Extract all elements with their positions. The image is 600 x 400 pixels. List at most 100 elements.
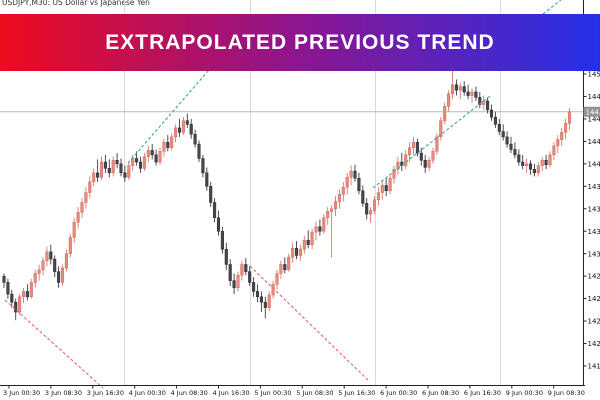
candle-bearish	[528, 163, 533, 170]
candle-bullish	[72, 221, 76, 238]
candle-bullish	[443, 106, 447, 121]
candle-bearish	[209, 186, 213, 203]
price-tick-label: 145.00	[588, 71, 600, 79]
time-tick-label: 4 Jun 16:30	[213, 389, 250, 397]
candle-bullish	[326, 211, 330, 218]
price-tick-label: 143.25	[588, 228, 600, 236]
candle-bullish	[240, 264, 244, 276]
candle-bearish	[53, 258, 57, 272]
candle-bearish	[509, 143, 513, 150]
candle-bullish	[162, 142, 166, 152]
candle-bearish	[532, 168, 536, 174]
candle-bearish	[232, 280, 236, 289]
candle-bearish	[138, 161, 143, 169]
price-tick-label: 142.75	[588, 273, 600, 281]
candle-bullish	[45, 251, 49, 262]
candle-bearish	[6, 282, 10, 295]
candle-bearish	[220, 230, 224, 250]
uptrend-line-right-extension[interactable]	[542, 0, 562, 15]
candle-bearish	[185, 120, 189, 125]
candle-bullish	[142, 156, 146, 169]
candle-bullish	[291, 248, 295, 258]
candle-bullish	[37, 269, 41, 274]
time-tick-label: 4 Jun 00:30	[129, 389, 166, 397]
candle-bullish	[267, 294, 271, 308]
time-axis-labels: 3 Jun 00:30 3 Jun 08:30 3 Jun 16:30 4 Jun 0…	[3, 385, 585, 397]
candle-bearish	[25, 291, 29, 298]
candle-bullish	[21, 291, 26, 298]
candle-bullish	[84, 192, 88, 203]
candle-bearish	[216, 217, 221, 232]
candle-bullish	[447, 93, 451, 107]
candle-bullish	[18, 296, 22, 313]
uptrend-line-left[interactable]	[127, 69, 210, 164]
candle-bearish	[119, 163, 123, 174]
candle-bullish	[158, 151, 162, 163]
time-tick-label: 4 Jun 08:30	[171, 389, 208, 397]
candle-bullish	[439, 120, 443, 138]
price-tick-label: 144.50	[588, 116, 600, 124]
candle-bullish	[68, 237, 72, 254]
candle-bullish	[236, 274, 240, 289]
candle-bullish	[388, 177, 392, 192]
candle-bearish	[228, 264, 232, 281]
candle-bullish	[345, 177, 349, 188]
candle-bullish	[330, 208, 334, 212]
uptrend-line-right[interactable]	[372, 95, 491, 189]
candle-bullish	[556, 139, 560, 147]
downtrend-line-left[interactable]	[4, 299, 104, 389]
candle-bullish	[404, 154, 408, 166]
candle-bullish	[396, 161, 400, 170]
candle-bullish	[279, 264, 283, 274]
price-tick-label: 142.50	[588, 295, 600, 303]
time-tick-label: 6 Jun 08:30	[422, 389, 459, 397]
candle-bearish	[474, 91, 478, 98]
banner-label: EXTRAPOLATED PREVIOUS TREND	[105, 30, 495, 54]
candle-bullish	[408, 147, 412, 156]
time-tick-label: 3 Jun 16:30	[87, 389, 124, 397]
price-tick-label: 143.00	[588, 250, 600, 258]
candle-bearish	[10, 293, 14, 303]
candle-bearish	[361, 190, 365, 204]
downtrend-line-mid[interactable]	[249, 265, 369, 381]
candle-bullish	[88, 181, 92, 193]
candle-bullish	[431, 151, 435, 161]
candle-bullish	[287, 257, 291, 271]
candle-bearish	[2, 275, 6, 283]
price-tick-label: 142.00	[588, 340, 600, 348]
candle-bearish	[384, 185, 388, 192]
candle-bullish	[127, 165, 131, 178]
time-tick-label: 6 Jun 00:30	[380, 389, 417, 397]
time-tick-label: 3 Jun 08:30	[45, 389, 82, 397]
time-tick-label: 9 Jun 08:30	[548, 389, 585, 397]
candle-bearish	[103, 161, 107, 169]
candle-bullish	[458, 86, 462, 91]
candle-bullish	[540, 159, 544, 166]
candle-bullish	[560, 132, 564, 140]
candle-bearish	[154, 154, 158, 163]
candle-bearish	[419, 152, 423, 161]
candle-bullish	[369, 210, 373, 215]
candle-bullish	[80, 202, 84, 213]
candle-bearish	[197, 143, 201, 159]
candle-bullish	[131, 158, 135, 166]
candle-bearish	[294, 248, 299, 256]
candle-bearish	[454, 84, 458, 91]
candle-bearish	[466, 91, 470, 96]
candle-bearish	[306, 239, 310, 245]
candle-bearish	[205, 172, 209, 187]
candle-bullish	[76, 212, 80, 223]
candle-bullish	[92, 172, 96, 183]
candle-bearish	[489, 109, 494, 118]
candle-bullish	[29, 282, 33, 298]
candle-bearish	[259, 296, 263, 303]
candle-bullish	[470, 91, 474, 96]
time-tick-label: 5 Jun 16:30	[338, 389, 375, 397]
candle-bullish	[302, 239, 306, 250]
candle-bearish	[283, 264, 287, 271]
trendlines	[4, 0, 562, 389]
candle-bullish	[298, 248, 302, 256]
price-axis-labels: 145.00 144.75 144.50 144.25 144.00 143.75 143.…	[583, 71, 600, 371]
